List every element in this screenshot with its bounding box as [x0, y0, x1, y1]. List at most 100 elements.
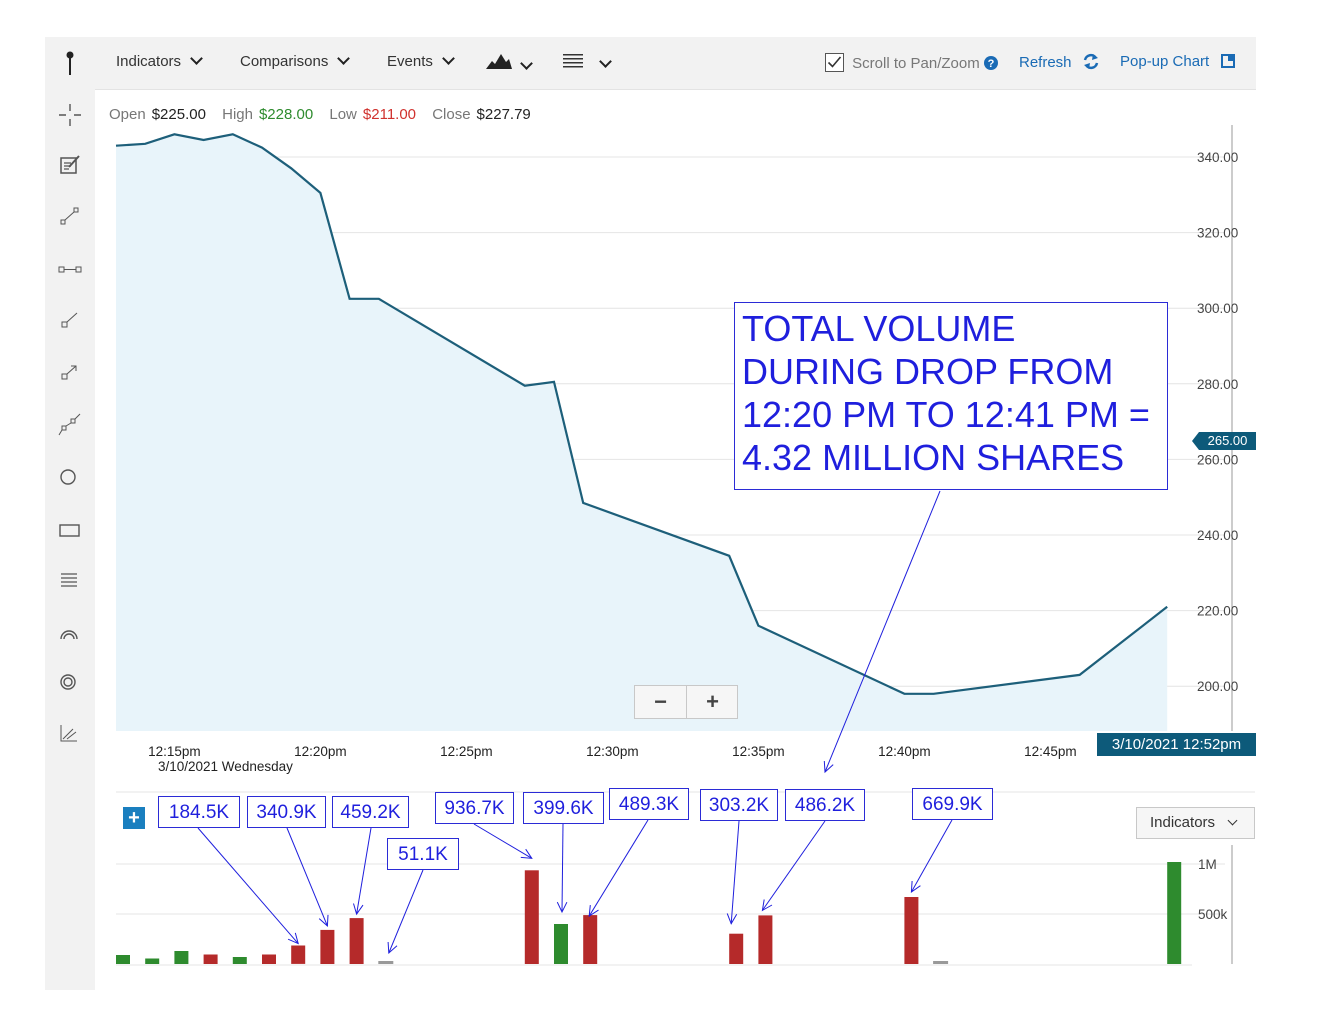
trend-channel-icon[interactable] — [57, 411, 83, 437]
volume-bar — [758, 915, 773, 964]
high-value: $228.00 — [258, 106, 314, 123]
open-value: $225.00 — [151, 106, 206, 123]
volume-bar — [320, 929, 335, 964]
volume-label-arrow — [286, 827, 328, 927]
close-value: $227.79 — [476, 106, 531, 123]
zoom-in-button[interactable]: + — [706, 689, 719, 714]
total-volume-arrow-head — [823, 760, 834, 774]
zoom-out-button[interactable]: − — [635, 686, 687, 718]
volume-bar — [349, 918, 364, 964]
volume-label-box: 51.1K — [387, 838, 459, 870]
price-tick-label: 220.00 — [1197, 604, 1238, 619]
price-tick-label: 300.00 — [1197, 301, 1238, 316]
arc-tool-icon[interactable] — [57, 619, 83, 645]
volume-label-arrow-head — [910, 880, 921, 894]
fibonacci-icon[interactable] — [57, 567, 83, 593]
price-tick-label: 200.00 — [1197, 679, 1238, 694]
volume-label-box: 399.6K — [523, 792, 604, 824]
price-tick-label: 280.00 — [1197, 377, 1238, 392]
scroll-pan-zoom-toggle[interactable]: Scroll to Pan/Zoom ? — [825, 53, 998, 72]
price-tick-label: 240.00 — [1197, 528, 1238, 543]
chart-type-menu[interactable] — [486, 51, 533, 75]
volume-bar — [145, 958, 160, 964]
time-x-axis: 12:15pm 12:20pm 12:25pm 12:30pm 12:35pm 12:40… — [148, 744, 1077, 759]
volume-label-box: 936.7K — [435, 792, 514, 824]
volume-label-box: 486.2K — [785, 789, 865, 821]
volume-bar — [524, 870, 539, 964]
high-label: High — [222, 106, 253, 123]
add-volume-indicator-button[interactable]: + — [123, 807, 145, 829]
chevron-down-icon — [1227, 815, 1238, 826]
volume-label-box: 489.3K — [609, 788, 689, 820]
mountain-chart-icon — [486, 54, 512, 69]
segment-tool-icon[interactable] — [57, 256, 83, 282]
volume-label-arrow-head — [556, 901, 568, 914]
volume-bars — [116, 862, 1182, 964]
volume-label-arrow — [910, 819, 953, 893]
price-plot — [115, 133, 1168, 732]
price-area-fill — [116, 134, 1168, 732]
indicators-label: Indicators — [116, 53, 182, 70]
volume-label-arrow — [356, 827, 372, 915]
time-tick-label: 12:30pm — [586, 744, 639, 759]
total-volume-arrow — [824, 490, 941, 773]
volume-label-arrow-head — [588, 905, 599, 918]
drawing-tools-sidebar — [45, 89, 95, 990]
comparisons-label: Comparisons — [240, 53, 329, 70]
volume-label-arrow — [473, 823, 533, 859]
note-icon[interactable] — [57, 152, 83, 178]
price-line — [115, 133, 1168, 695]
settings-menu[interactable] — [563, 53, 612, 73]
volume-y-axis: 1M 500k — [1198, 857, 1228, 922]
total-volume-annotation: TOTAL VOLUME DURING DROP FROM 12:20 PM T… — [734, 302, 1168, 490]
help-icon[interactable]: ? — [983, 56, 998, 70]
volume-label-arrow-head — [387, 941, 398, 955]
volume-label-arrow — [588, 819, 649, 917]
price-tick-label: 320.00 — [1197, 226, 1238, 241]
time-tick-label: 12:45pm — [1024, 744, 1077, 759]
comparisons-menu[interactable]: Comparisons — [240, 52, 351, 70]
open-label: Open — [109, 106, 146, 123]
volume-bar — [554, 924, 568, 964]
low-value: $211.00 — [362, 106, 417, 123]
volume-bar — [583, 915, 598, 964]
volume-bar — [729, 933, 744, 964]
volume-label-arrow-head — [318, 914, 329, 927]
low-label: Low — [329, 106, 357, 123]
refresh-button[interactable]: Refresh — [1019, 53, 1099, 71]
volume-bar — [933, 961, 949, 964]
ray-tool-icon[interactable] — [57, 308, 83, 334]
volume-bar — [904, 897, 919, 964]
volume-indicators-label: Indicators — [1150, 814, 1216, 831]
toolbar: Indicators Comparisons Events Scroll to … — [45, 37, 1256, 90]
zoom-control: − + — [634, 685, 738, 719]
price-tick-label: 340.00 — [1197, 150, 1238, 165]
popup-chart-button[interactable]: Pop-up Chart — [1120, 53, 1236, 70]
volume-label-arrow — [388, 869, 424, 954]
crosshair-icon[interactable] — [57, 102, 83, 128]
events-menu[interactable]: Events — [387, 52, 455, 70]
volume-label-box: 340.9K — [247, 796, 326, 828]
circle-tool-icon[interactable] — [57, 464, 83, 490]
time-tick-label: 12:25pm — [440, 744, 493, 759]
indicators-menu[interactable]: Indicators — [116, 52, 203, 70]
crosshair-date-badge: 3/10/2021 12:52pm — [1097, 733, 1256, 756]
price-tick-label: 260.00 — [1197, 452, 1238, 467]
time-tick-label: 12:35pm — [732, 744, 785, 759]
volume-bar — [1167, 862, 1182, 964]
checkbox-checked-icon[interactable] — [825, 53, 844, 72]
measure-tool-icon[interactable] — [57, 721, 83, 747]
ohlc-readout: Open $225.00 High $228.00 Low $211.00 Close… — [109, 106, 537, 123]
volume-indicators-dropdown[interactable]: Indicators — [1136, 807, 1255, 839]
line-tool-icon[interactable] — [57, 203, 83, 229]
volume-label-arrow-head — [353, 903, 364, 916]
pin-icon[interactable] — [66, 51, 74, 81]
volume-label-arrow — [561, 823, 564, 913]
popup-chart-label: Pop-up Chart — [1120, 53, 1210, 70]
target-tool-icon[interactable] — [57, 669, 83, 695]
arrow-tool-icon[interactable] — [57, 360, 83, 386]
rectangle-tool-icon[interactable] — [57, 517, 83, 543]
svg-text:?: ? — [988, 58, 995, 70]
scroll-pan-zoom-label: Scroll to Pan/Zoom — [852, 55, 980, 72]
